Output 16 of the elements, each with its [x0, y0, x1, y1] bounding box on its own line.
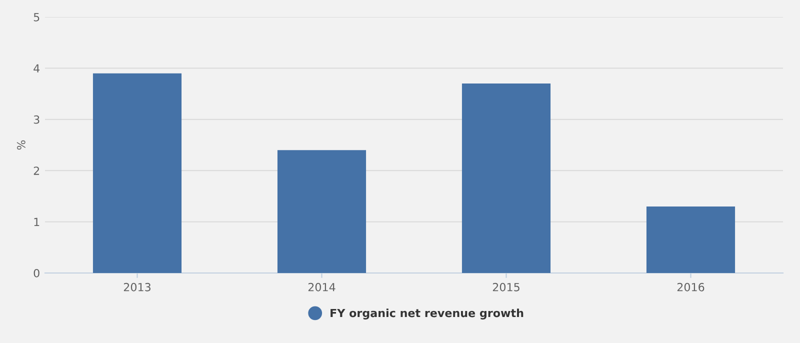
y-tick-label: 4 [34, 64, 40, 72]
y-tick-label: 2 [34, 166, 40, 175]
x-tick-label: 2014 [308, 282, 336, 292]
x-tick-label: 2016 [677, 282, 704, 292]
y-axis-title: % [16, 140, 26, 150]
x-tick-label: 2013 [124, 282, 150, 292]
x-tick-label: 2015 [492, 282, 520, 292]
legend-label: FY organic net revenue growth [330, 308, 524, 320]
bar [462, 84, 551, 273]
bar [92, 73, 182, 273]
bar [277, 150, 366, 273]
y-tick-label: 0 [34, 268, 40, 278]
y-tick-label: 3 [34, 115, 40, 124]
y-tick-label: 1 [34, 218, 40, 226]
y-tick-label: 5 [34, 13, 40, 22]
bar [646, 206, 736, 273]
